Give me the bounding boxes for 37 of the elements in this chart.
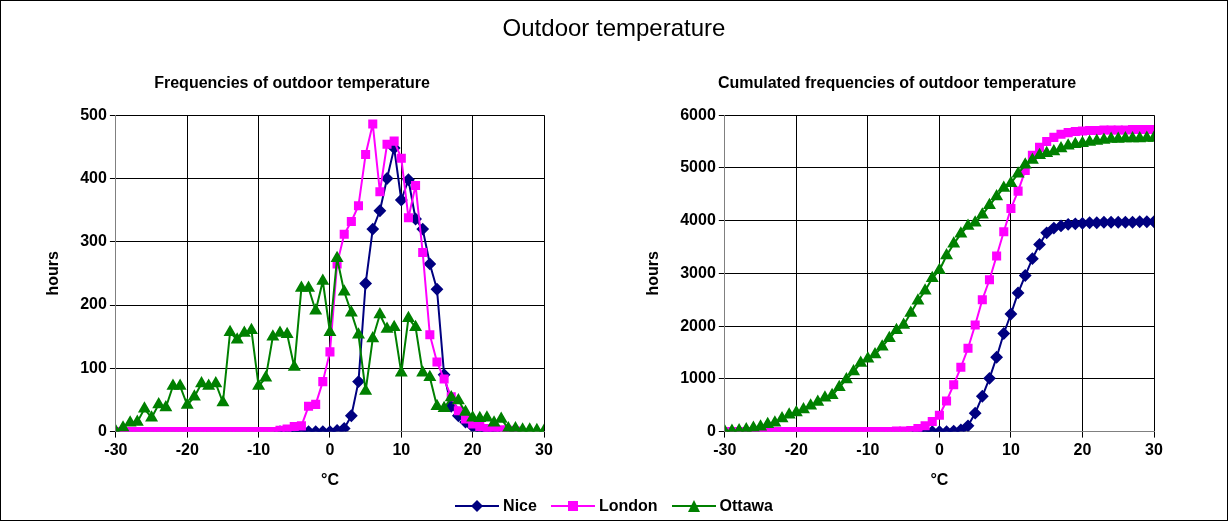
y-tick-label: 0 bbox=[706, 422, 716, 440]
chart-subtitle: Frequencies of outdoor temperature bbox=[154, 74, 430, 92]
x-tick-label: -20 bbox=[784, 440, 808, 458]
y-tick-label: 300 bbox=[80, 232, 107, 250]
x-tick-label: -10 bbox=[856, 440, 880, 458]
x-axis-title: °C bbox=[320, 470, 340, 488]
x-tick-label: 20 bbox=[463, 440, 482, 458]
x-tick-label: -20 bbox=[175, 440, 199, 458]
y-axis-title: hours bbox=[44, 251, 62, 296]
x-axis-title: °C bbox=[930, 470, 949, 488]
x-tick-label: -30 bbox=[104, 440, 128, 458]
legend-label: Ottawa bbox=[719, 497, 773, 515]
x-tick-label: 20 bbox=[1073, 440, 1092, 458]
text: Outdoor temperature bbox=[501, 14, 727, 42]
y-tick-label: 3000 bbox=[680, 263, 716, 281]
legend-label: Nice bbox=[503, 497, 537, 515]
x-tick-label: 0 bbox=[325, 440, 335, 458]
y-tick-label: 200 bbox=[80, 295, 107, 313]
y-axis-title: hours bbox=[644, 251, 662, 296]
x-tick-label: 10 bbox=[1002, 440, 1020, 458]
y-tick-label: 400 bbox=[80, 168, 107, 186]
x-tick-label: 30 bbox=[535, 440, 553, 458]
y-tick-label: 1000 bbox=[680, 369, 716, 387]
y-tick-label: 6000 bbox=[680, 105, 716, 123]
y-tick-label: 0 bbox=[97, 422, 107, 440]
y-tick-label: 500 bbox=[80, 105, 107, 123]
legend-label: London bbox=[598, 497, 658, 515]
x-tick-label: 10 bbox=[392, 440, 411, 458]
x-tick-label: -10 bbox=[247, 440, 271, 458]
y-tick-label: 4000 bbox=[680, 211, 716, 229]
x-tick-label: 0 bbox=[934, 440, 944, 458]
y-tick-label: 5000 bbox=[680, 158, 716, 176]
y-tick-label: 100 bbox=[80, 358, 107, 376]
x-tick-label: -30 bbox=[713, 440, 737, 458]
chart-subtitle: Cumulated frequencies of outdoor temperature bbox=[717, 74, 1077, 92]
x-tick-label: 30 bbox=[1145, 440, 1163, 458]
y-tick-label: 2000 bbox=[680, 316, 716, 334]
